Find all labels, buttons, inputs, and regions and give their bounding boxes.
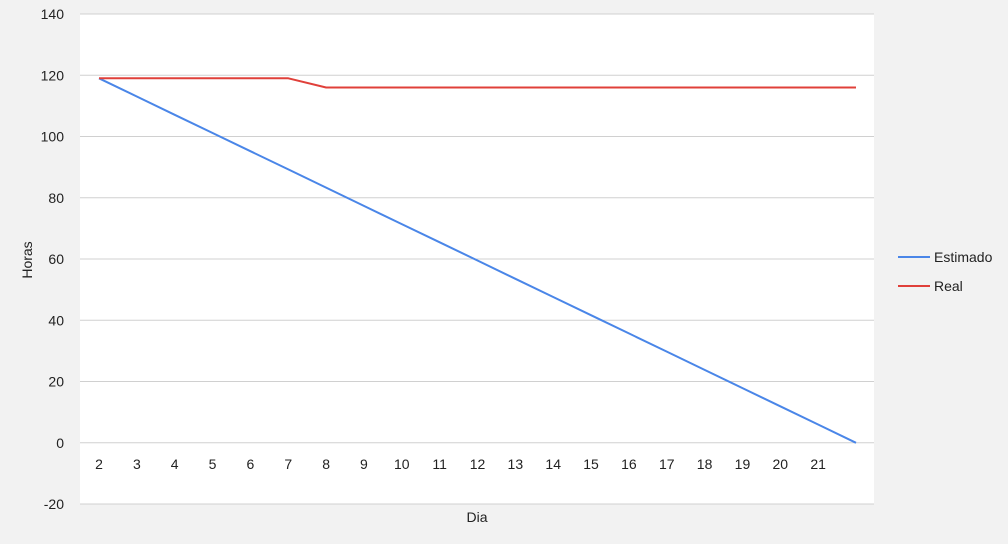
y-tick-label: 0 — [56, 435, 64, 451]
x-axis-ticks: 2 3 4 5 6 7 8 9 10 11 12 13 14 15 16 17 18 19 20 21 — [95, 456, 826, 472]
x-tick-label: 2 — [95, 456, 103, 472]
legend-label-real: Real — [934, 278, 963, 294]
gridlines — [80, 13, 874, 505]
x-tick-label: 3 — [133, 456, 141, 472]
x-tick-label: 20 — [773, 456, 789, 472]
x-tick-label: 14 — [545, 456, 561, 472]
x-tick-label: 11 — [432, 456, 447, 472]
x-tick-label: 4 — [171, 456, 179, 472]
x-tick-label: 18 — [697, 456, 713, 472]
x-tick-label: 10 — [394, 456, 410, 472]
series-line-estimado — [98, 77, 857, 444]
y-tick-label: 140 — [41, 6, 65, 22]
y-tick-label: 60 — [48, 251, 64, 267]
y-tick-label: 80 — [48, 190, 64, 206]
y-axis-ticks: -20 0 20 40 60 80 100 120 140 — [41, 6, 65, 512]
x-tick-label: 13 — [508, 456, 524, 472]
x-tick-label: 21 — [810, 456, 826, 472]
x-tick-label: 6 — [247, 456, 255, 472]
y-axis-title: Horas — [19, 241, 35, 278]
x-tick-label: 8 — [322, 456, 330, 472]
x-axis-title: Dia — [466, 509, 487, 525]
x-tick-label: 12 — [470, 456, 486, 472]
y-tick-label: -20 — [44, 496, 64, 512]
legend: Estimado Real — [898, 249, 993, 294]
y-tick-label: 40 — [48, 312, 64, 328]
x-tick-label: 17 — [659, 456, 675, 472]
series-lines — [98, 77, 857, 444]
y-tick-label: 20 — [48, 374, 64, 390]
x-tick-label: 19 — [735, 456, 751, 472]
series-line-real — [99, 77, 856, 89]
x-tick-label: 5 — [209, 456, 217, 472]
y-tick-label: 120 — [41, 67, 65, 83]
x-tick-label: 7 — [284, 456, 292, 472]
x-tick-label: 15 — [583, 456, 599, 472]
x-tick-label: 16 — [621, 456, 637, 472]
y-tick-label: 100 — [41, 129, 65, 145]
x-tick-label: 9 — [360, 456, 368, 472]
legend-label-estimado: Estimado — [934, 249, 993, 265]
